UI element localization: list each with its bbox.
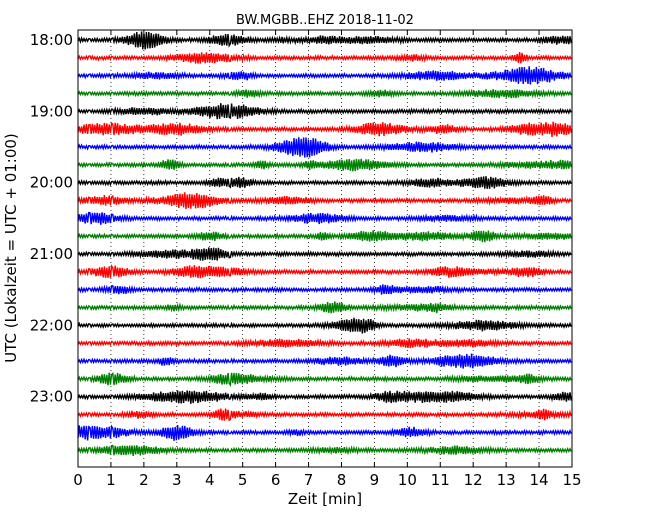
trace-row — [77, 52, 572, 64]
plot-frame — [77, 29, 573, 468]
y-tick-label: 20:00 — [30, 174, 73, 192]
trace-lines — [77, 31, 572, 456]
y-tick-label: 18:00 — [30, 31, 73, 49]
trace-row — [77, 31, 572, 50]
y-tick-label: 23:00 — [30, 388, 73, 406]
trace-row — [77, 192, 572, 210]
y-tick-label: 19:00 — [30, 102, 73, 120]
y-tick-label: 21:00 — [30, 245, 73, 263]
x-tick-label: 12 — [464, 471, 483, 489]
trace-row — [77, 390, 572, 404]
trace-row — [77, 103, 572, 120]
y-tick-label: 22:00 — [30, 316, 73, 334]
trace-row — [77, 408, 572, 422]
x-tick-label: 10 — [398, 471, 417, 489]
x-tick-label: 5 — [238, 471, 248, 489]
x-tick-label: 15 — [562, 471, 581, 489]
trace-row — [77, 444, 572, 456]
trace-row — [77, 372, 572, 387]
trace-row — [77, 353, 572, 369]
trace-row — [77, 121, 572, 137]
y-axis-label: UTC (Lokalzeit = UTC + 01:00) — [2, 133, 20, 363]
trace-row — [77, 137, 572, 158]
trace-row — [77, 264, 572, 279]
x-tick-label: 9 — [370, 471, 380, 489]
x-axis-label: Zeit [min] — [288, 490, 362, 508]
trace-row — [77, 337, 572, 349]
x-tick-label: 11 — [431, 471, 450, 489]
x-tick-label: 4 — [205, 471, 215, 489]
chart-title: BW.MGBB..EHZ 2018-11-02 — [236, 13, 414, 28]
trace-row — [77, 230, 572, 243]
x-tick-label: 2 — [139, 471, 149, 489]
trace-row — [77, 424, 572, 441]
trace-row — [77, 158, 572, 172]
trace-row — [77, 66, 572, 85]
trace-row — [77, 247, 572, 261]
x-tick-label: 1 — [106, 471, 116, 489]
trace-row — [77, 284, 572, 295]
x-tick-label: 6 — [271, 471, 281, 489]
trace-row — [77, 301, 572, 314]
trace-row — [77, 176, 572, 189]
x-tick-label: 14 — [530, 471, 549, 489]
x-tick-label: 7 — [304, 471, 314, 489]
x-tick-label: 8 — [337, 471, 347, 489]
trace-row — [77, 317, 572, 334]
axes: 0 1 2 3 4 5 6 7 8 9 10 11 12 13 14 1518:0019:0020:0021:… — [30, 29, 582, 489]
trace-row — [77, 211, 572, 225]
trace-row — [77, 88, 572, 99]
x-tick-label: 0 — [73, 471, 83, 489]
x-tick-label: 13 — [497, 471, 516, 489]
x-tick-label: 3 — [172, 471, 182, 489]
